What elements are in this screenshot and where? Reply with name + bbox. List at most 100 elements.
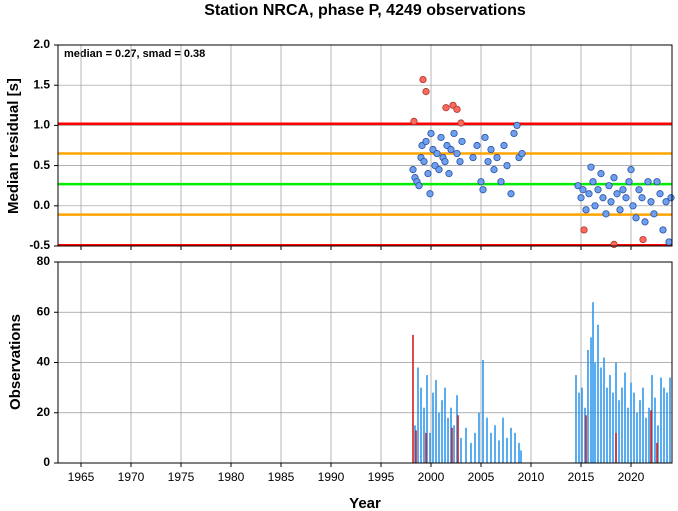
data-point xyxy=(473,141,481,150)
data-point xyxy=(433,149,441,158)
bar xyxy=(470,442,472,463)
x-tick-label: 2010 xyxy=(518,470,545,484)
data-point xyxy=(589,178,597,186)
data-point xyxy=(479,186,487,194)
x-tick-label: 1970 xyxy=(118,470,145,484)
data-point xyxy=(437,133,445,142)
data-point xyxy=(510,129,518,138)
data-point xyxy=(441,157,449,166)
data-point xyxy=(415,182,423,190)
data-point xyxy=(424,170,432,178)
data-point xyxy=(587,163,595,171)
bar xyxy=(648,407,650,463)
data-point xyxy=(420,157,428,166)
data-point xyxy=(613,190,621,198)
bar xyxy=(426,375,428,463)
data-point xyxy=(458,137,466,146)
data-point xyxy=(422,88,430,96)
bar xyxy=(514,432,516,463)
y-tick-label: 1.5 xyxy=(33,77,50,91)
bar xyxy=(465,427,467,463)
bar xyxy=(435,380,437,463)
data-point xyxy=(619,186,627,194)
data-point xyxy=(469,153,477,162)
bar xyxy=(482,359,484,463)
bar xyxy=(423,407,425,463)
x-tick-label: 2000 xyxy=(418,470,445,484)
y-tick-label: 0 xyxy=(43,455,50,469)
bar xyxy=(438,412,440,463)
bar xyxy=(506,437,508,463)
data-point xyxy=(518,149,526,158)
bar xyxy=(642,387,644,463)
data-point xyxy=(507,190,515,198)
data-point xyxy=(605,182,613,190)
data-point xyxy=(585,190,593,198)
data-point xyxy=(644,178,652,186)
data-point xyxy=(616,206,624,214)
data-point xyxy=(662,198,670,206)
bar xyxy=(585,415,587,463)
bar xyxy=(636,412,638,463)
bar xyxy=(657,425,659,463)
bar xyxy=(633,392,635,463)
bar xyxy=(444,387,446,463)
data-point xyxy=(574,182,582,190)
bar xyxy=(578,392,580,463)
chart-title: Station NRCA, phase P, 4249 observations xyxy=(204,2,526,19)
data-point xyxy=(453,105,461,113)
data-point xyxy=(457,119,465,127)
bar xyxy=(618,400,620,463)
y-tick-label: 60 xyxy=(37,304,51,318)
plot-frame xyxy=(57,44,673,247)
data-point xyxy=(632,214,640,222)
x-tick-label: 2015 xyxy=(568,470,595,484)
bar xyxy=(606,387,608,463)
data-point xyxy=(638,194,646,202)
data-point xyxy=(599,194,607,202)
bar xyxy=(656,442,658,463)
y-tick-label: -0.5 xyxy=(29,238,50,252)
bar xyxy=(502,417,504,463)
bar xyxy=(660,377,662,463)
data-point xyxy=(490,166,498,174)
bar xyxy=(603,357,605,463)
data-point xyxy=(647,198,655,206)
bar xyxy=(645,417,647,463)
y-tick-label: 40 xyxy=(37,355,51,369)
bar xyxy=(460,437,462,463)
data-point xyxy=(513,121,521,130)
bar xyxy=(639,400,641,463)
data-point xyxy=(426,190,434,198)
bar xyxy=(584,407,586,463)
y-axis-label: Median residual [s] xyxy=(5,78,22,214)
data-point xyxy=(409,166,417,174)
bar xyxy=(425,432,427,463)
bar xyxy=(415,430,417,463)
bar xyxy=(414,425,416,463)
data-point xyxy=(484,157,492,166)
data-point xyxy=(497,178,505,186)
x-tick-label: 2005 xyxy=(468,470,495,484)
data-point xyxy=(594,186,602,194)
x-tick-label: 1975 xyxy=(168,470,195,484)
data-point xyxy=(641,218,649,226)
bar xyxy=(630,382,632,463)
data-point xyxy=(591,202,599,210)
bar xyxy=(498,440,500,463)
bar xyxy=(627,407,629,463)
data-point xyxy=(607,198,615,206)
bar xyxy=(666,392,668,463)
data-point xyxy=(610,240,618,248)
bar xyxy=(590,337,592,463)
data-point xyxy=(659,226,667,234)
bar xyxy=(597,324,599,463)
data-point xyxy=(442,104,450,112)
data-point xyxy=(435,166,443,174)
data-point xyxy=(602,210,610,218)
bar xyxy=(600,367,602,463)
bar xyxy=(478,412,480,463)
data-point xyxy=(597,170,605,178)
x-tick-label: 1980 xyxy=(218,470,245,484)
bar xyxy=(615,432,617,463)
